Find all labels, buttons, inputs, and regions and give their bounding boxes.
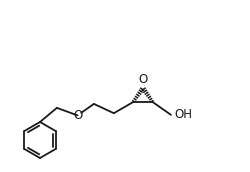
Text: OH: OH: [173, 108, 191, 121]
Text: O: O: [138, 73, 147, 86]
Text: O: O: [72, 109, 82, 122]
